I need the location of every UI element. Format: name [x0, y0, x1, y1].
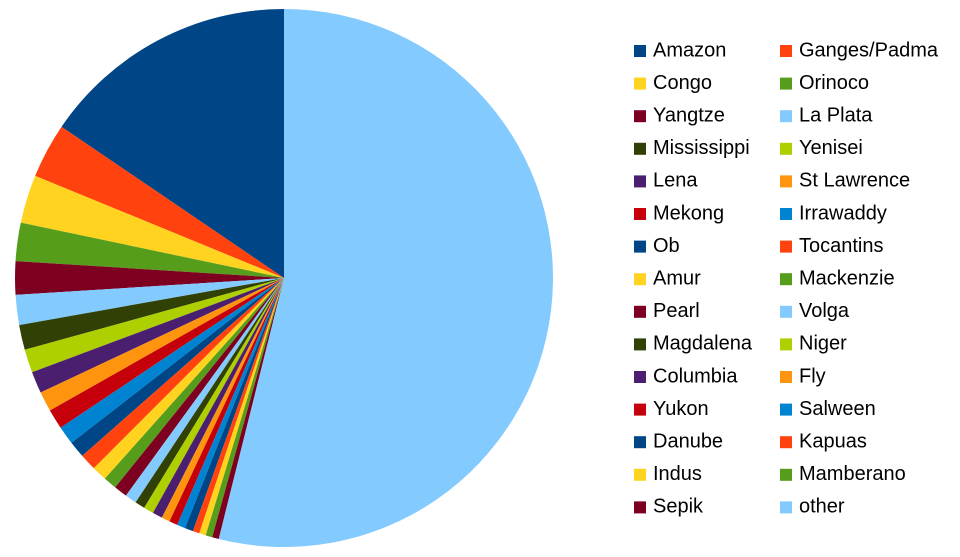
pie-slice	[49, 278, 285, 428]
pie-slice	[82, 278, 284, 469]
legend-label: Amur	[653, 267, 701, 289]
pie-slice	[169, 278, 284, 525]
legend-label: Yukon	[653, 398, 709, 420]
pie-slice	[60, 278, 284, 443]
legend-label: other	[799, 496, 845, 518]
legend-label: Yenisei	[799, 137, 863, 159]
legend-swatch	[634, 436, 646, 449]
legend-swatch	[780, 403, 792, 416]
legend-label: Danube	[653, 430, 723, 452]
legend-label: Kapuas	[799, 430, 867, 452]
legend-label: Pearl	[653, 300, 700, 322]
pie-slice	[192, 278, 284, 534]
legend-swatch	[780, 305, 792, 318]
legend-label: Orinoco	[799, 72, 869, 94]
pie-slice	[125, 278, 284, 503]
legend-swatch	[634, 371, 646, 383]
legend-label: Mekong	[653, 202, 724, 224]
pie-slice	[115, 278, 284, 496]
legend-label: Mamberano	[799, 463, 906, 485]
pie-slice	[199, 278, 284, 536]
legend-swatch	[634, 175, 646, 188]
legend-swatch	[780, 240, 792, 253]
pie-slice	[32, 278, 284, 393]
legend-swatch	[780, 436, 792, 449]
pie-slice	[93, 278, 285, 479]
legend-label: Amazon	[653, 39, 726, 61]
pie-slice	[15, 261, 285, 295]
pie-slice	[212, 278, 284, 539]
legend-swatch	[634, 142, 646, 155]
legend-label: Sepik	[653, 496, 704, 518]
legend-label: Tocantins	[799, 235, 884, 257]
legend-swatch	[634, 403, 646, 416]
legend-swatch	[780, 338, 792, 351]
legend-swatch	[780, 501, 792, 514]
legend-label: Ob	[653, 235, 680, 257]
pie-slice	[15, 278, 284, 326]
legend-swatch	[780, 273, 792, 286]
legend-label: Lena	[653, 170, 698, 192]
legend-label: Volga	[799, 300, 850, 322]
pie-slice	[184, 278, 284, 532]
pie-slice	[152, 278, 284, 518]
legend-label: Ganges/Padma	[799, 39, 939, 61]
legend-swatch	[634, 240, 646, 253]
legend-label: Indus	[653, 463, 702, 485]
legend-swatch	[780, 468, 792, 481]
legend-swatch	[634, 468, 646, 481]
pie-slice	[20, 175, 284, 278]
legend-swatch	[780, 142, 792, 155]
pie-slice	[135, 278, 284, 508]
pie-slice	[61, 9, 285, 278]
pie-slice	[205, 278, 284, 538]
pie-slice	[35, 126, 284, 279]
legend-swatch	[634, 77, 646, 90]
legend-label: Magdalena	[653, 333, 753, 355]
legend-swatch	[634, 45, 646, 57]
legend-swatch	[780, 208, 792, 220]
pie-slice	[218, 9, 553, 547]
pie-slice	[24, 278, 284, 373]
legend-label: La Plata	[799, 104, 873, 126]
legend-label: Irrawaddy	[799, 202, 887, 224]
legend-label: Yangtze	[653, 104, 725, 126]
pie-slice	[104, 278, 284, 488]
pie-slice	[40, 278, 284, 411]
pie-slice	[71, 278, 284, 456]
legend-swatch	[634, 338, 646, 351]
pie-slice	[15, 222, 284, 278]
legend-label: Columbia	[653, 365, 738, 387]
legend-label: Mackenzie	[799, 267, 895, 289]
pie-slice	[177, 278, 284, 529]
legend-swatch	[780, 371, 792, 383]
legend-swatch	[780, 77, 792, 90]
legend-label: Mississippi	[653, 137, 750, 159]
legend-swatch	[634, 110, 646, 123]
legend-label: Salween	[799, 398, 876, 420]
legend-label: Congo	[653, 72, 712, 94]
legend-label: St Lawrence	[799, 170, 910, 192]
pie-slice	[144, 278, 284, 513]
pie-slice	[161, 278, 284, 522]
legend-label: Niger	[799, 333, 847, 355]
legend-swatch	[634, 273, 646, 286]
legend-swatch	[634, 501, 646, 514]
legend-swatch	[780, 175, 792, 188]
legend-swatch	[780, 110, 792, 123]
pie-slice	[19, 278, 285, 350]
legend-swatch	[634, 305, 646, 318]
legend-swatch	[634, 208, 646, 220]
legend-label: Fly	[799, 365, 826, 387]
legend-swatch	[780, 45, 792, 57]
